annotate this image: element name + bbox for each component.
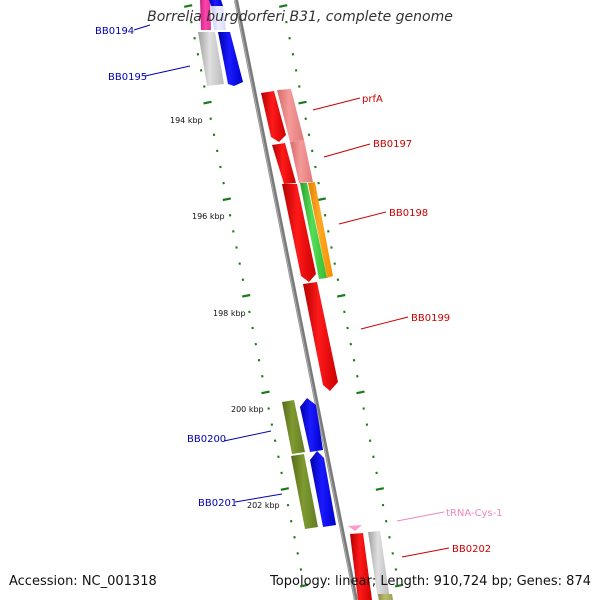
gene-label-prfA[interactable]: prfA [362,94,383,105]
accession-text: Accession: NC_001318 [9,574,157,589]
outer-tick-mark [394,583,404,588]
leader-bb0199 [360,316,409,330]
gene-label-bb0195[interactable]: BB0195 [108,72,147,83]
cog-bb0202-gray [368,531,390,600]
inner-tick-mark [299,583,309,588]
gene-label-bb0198[interactable]: BB0198 [389,208,428,219]
outer-tick-mark [375,487,385,491]
cog-bb0198-green [300,183,327,279]
inner-tick-rail [183,4,309,588]
gene-label-bb0199[interactable]: BB0199 [411,313,450,324]
cds-bb0202-red[interactable] [350,533,372,600]
inner-tick-mark [261,390,270,395]
leader-bb0200 [223,430,272,442]
cds-bb0200-blue[interactable] [300,398,323,452]
outer-tick-mark [317,197,327,202]
cog-prfA-pink [277,89,304,142]
outer-tick-mark [278,4,288,8]
gene-label-bb0202[interactable]: BB0202 [452,544,491,555]
inner-tick-mark [222,197,232,202]
outer-tick-mark [298,100,307,105]
cog-bb0195-gray [198,32,224,86]
outer-tick-mark [336,293,346,298]
leader-bb0198 [338,211,387,225]
cds-bb0194-blue[interactable] [209,0,223,6]
leader-trna-cys-1 [396,511,445,522]
inner-tick-mark [203,100,212,105]
cds-bb0195-blue[interactable] [218,32,243,86]
gene-label-bb0194[interactable]: BB0194 [95,26,134,37]
genome-backbone-highlight [234,0,356,600]
leader-bb0194 [133,24,151,31]
trna-cys-1-marker[interactable] [348,525,362,531]
cds-bb0201-blue[interactable] [310,451,336,527]
gene-label-bb0197[interactable]: BB0197 [373,139,412,150]
genome-title: Borrelia burgdorferi B31, complete genom… [147,9,453,25]
gene-label-trna-cys-1[interactable]: tRNA-Cys-1 [446,508,503,519]
cog-bb0200-olive [282,400,305,454]
cog-bb0197-pink [290,140,313,183]
tick-label-196kbp: 196 kbp [192,212,225,221]
tick-label-194kbp: 194 kbp [170,116,203,125]
cds-bb0194-lavender[interactable] [211,6,226,30]
genome-summary-text: Topology: linear; Length: 910,724 bp; Ge… [270,574,591,589]
leader-bb0197 [323,143,371,158]
inner-tick-mark [280,487,290,491]
tick-label-202kbp: 202 kbp [247,501,280,510]
inner-tick-mark [241,293,251,298]
cog-bb0198-orange [308,182,333,278]
gene-label-bb0201[interactable]: BB0201 [198,498,237,509]
tick-label-198kbp: 198 kbp [213,309,246,318]
leader-prfA [312,97,361,111]
cds-bb0198-red[interactable] [282,184,316,282]
genome-backbone [234,0,358,600]
leader-bb0195 [144,65,191,77]
cds-prfA-red[interactable] [261,91,286,142]
cds-bb0194-magenta[interactable] [200,0,211,30]
cog-bottom-khaki [378,594,393,600]
inner-tick-mark [183,4,193,8]
cds-bb0199-red[interactable] [303,282,338,391]
leader-bb0201 [234,493,283,503]
gene-label-bb0200[interactable]: BB0200 [187,434,226,445]
outer-tick-rail [278,4,404,588]
tick-label-200kbp: 200 kbp [231,405,264,414]
cog-bb0201-olive [291,454,318,529]
cds-bb0197-red[interactable] [272,143,296,184]
leader-bb0202 [401,547,450,558]
outer-tick-mark [356,390,365,395]
